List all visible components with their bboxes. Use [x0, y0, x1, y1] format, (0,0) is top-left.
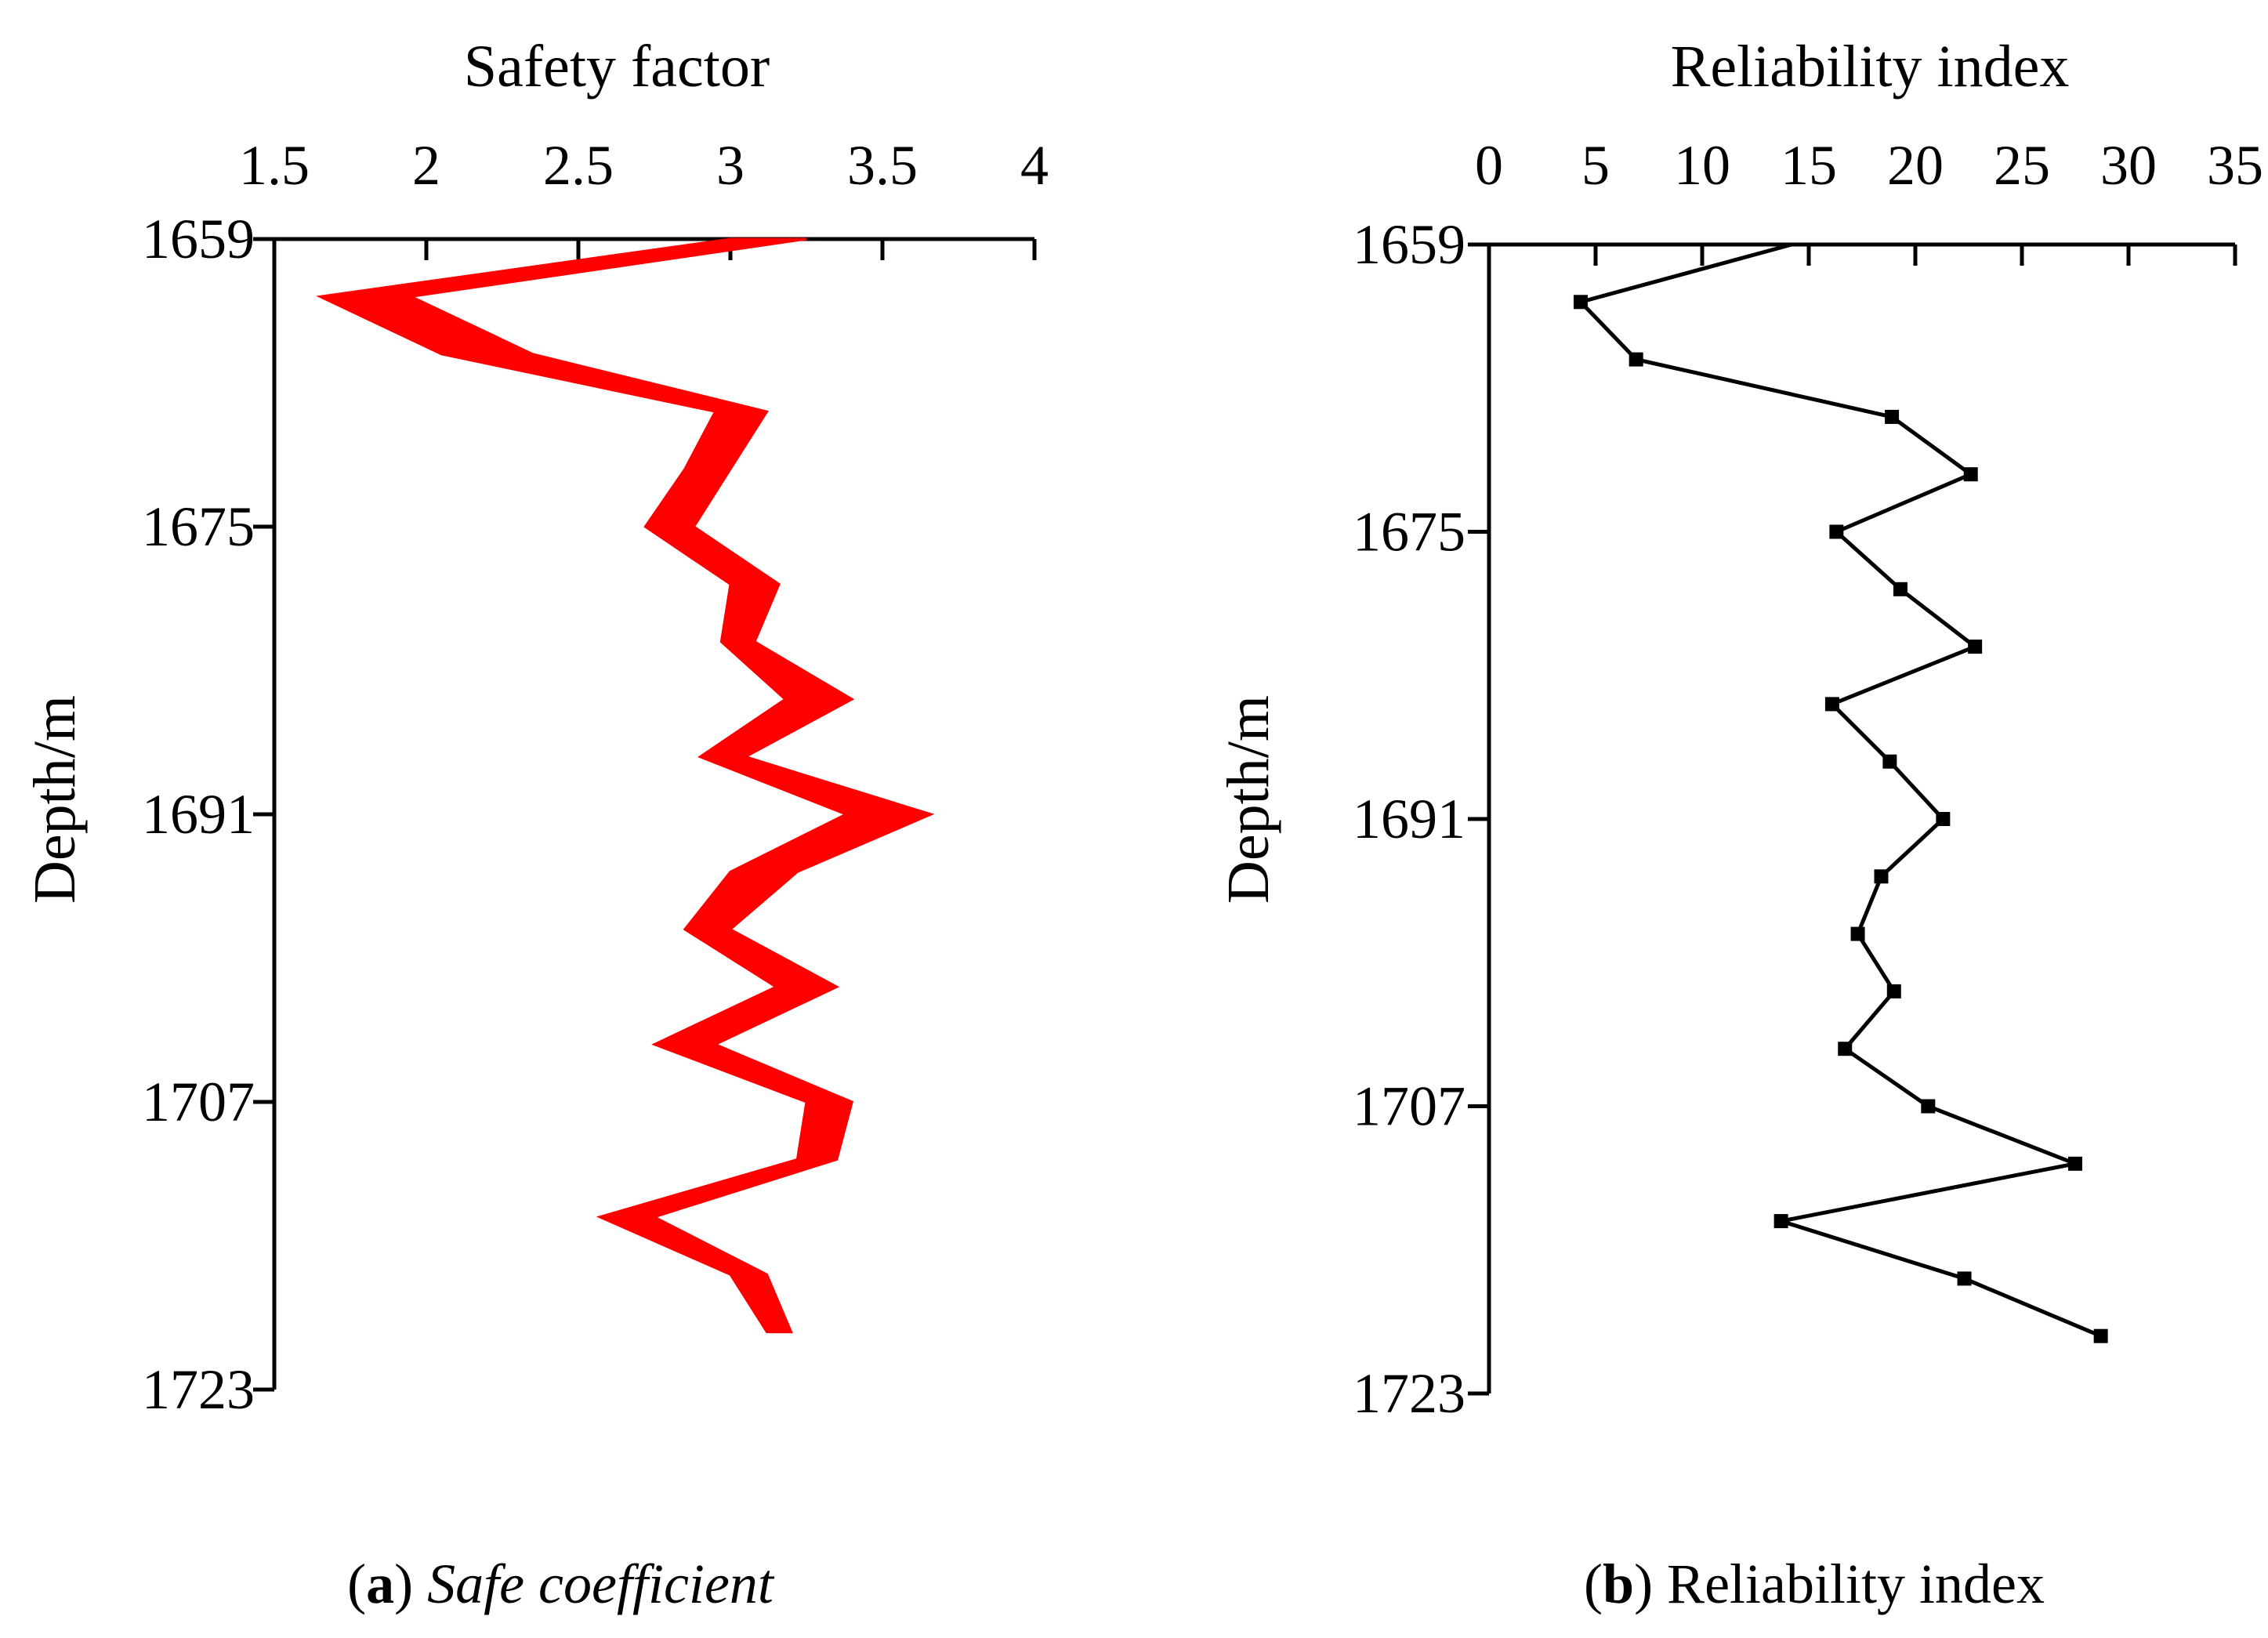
panel-b-reliability-index-chart: Reliability index 0 5 10 15 20 25 30 35 1659 1675 1… [1216, 34, 2263, 1615]
caption-label: a [366, 1553, 394, 1615]
x-tick-label-15: 15 [1781, 134, 1837, 197]
data-point-1687.8 [1882, 754, 1897, 769]
x-tick-label-4: 4 [1020, 134, 1049, 197]
y-tick-label-1659: 1659 [142, 208, 255, 270]
panel-caption: (a) Safe coefficient [347, 1553, 775, 1615]
panel-a-safety-factor-chart: Safety factor 1.5 2 2.5 3 3.5 4 1659 1675 1691 170… [22, 34, 1049, 1615]
caption-text: Safe coefficient [427, 1553, 775, 1615]
data-point-1713.4 [1773, 1214, 1788, 1229]
y-tick-label-1707: 1707 [142, 1071, 255, 1133]
chart-title: Safety factor [464, 34, 770, 100]
y-axis-label: Depth/m [1216, 695, 1281, 904]
y-tick-label-1675: 1675 [1353, 501, 1466, 564]
x-tick-label-25: 25 [1994, 134, 2050, 197]
data-point-1707 [1921, 1099, 1936, 1114]
data-point-1684.6 [1824, 697, 1839, 712]
x-tick-label-0: 0 [1475, 134, 1503, 197]
data-point-1665.4 [1629, 352, 1643, 367]
caption-paren-open: ( [1584, 1553, 1603, 1615]
data-point-1675 [1829, 524, 1844, 539]
x-tick-label-10: 10 [1674, 134, 1730, 197]
data-point-1703.8 [1838, 1042, 1853, 1056]
caption-paren-open: ( [347, 1553, 366, 1615]
x-tick-label-1.5: 1.5 [239, 134, 310, 197]
y-tick-label-1675: 1675 [142, 495, 255, 558]
data-point-1700.6 [1886, 984, 1901, 998]
data-point-1662.2 [1573, 295, 1588, 310]
caption-text: Reliability index [1667, 1553, 2045, 1615]
y-tick-label-1723: 1723 [1353, 1362, 1466, 1425]
x-tick-label-5: 5 [1581, 134, 1610, 197]
data-point-1710.2 [2068, 1156, 2082, 1171]
data-point-1694.2 [1874, 869, 1889, 884]
data-point-1681.4 [1968, 640, 1983, 654]
safety-factor-band [316, 237, 935, 1334]
data-point-1671.8 [1963, 467, 1978, 482]
caption-paren-close: ) [1634, 1553, 1667, 1615]
x-tick-label-3: 3 [716, 134, 745, 197]
x-tick-label-30: 30 [2100, 134, 2157, 197]
x-tick-label-20: 20 [1887, 134, 1944, 197]
y-tick-label-1691: 1691 [142, 783, 255, 846]
caption-label: b [1603, 1553, 1634, 1615]
y-tick-label-1723: 1723 [142, 1358, 255, 1421]
data-point-1668.6 [1885, 409, 1900, 424]
y-axis-label: Depth/m [22, 695, 88, 904]
y-tick-label-1691: 1691 [1353, 788, 1466, 850]
x-tick-label-3.5: 3.5 [847, 134, 918, 197]
x-tick-label-2.5: 2.5 [543, 134, 614, 197]
chart-title: Reliability index [1671, 34, 2070, 100]
x-tick-label-35: 35 [2207, 134, 2263, 197]
panel-caption: (b) Reliability index [1584, 1553, 2045, 1615]
data-point-1716.6 [1957, 1271, 1972, 1286]
caption-paren-close: ) [394, 1553, 427, 1615]
x-tick-label-2: 2 [412, 134, 440, 197]
data-point-1678.2 [1893, 582, 1908, 596]
reliability-line [1577, 242, 2102, 1339]
data-point-1697.4 [1850, 926, 1865, 941]
y-tick-label-1659: 1659 [1353, 213, 1466, 276]
data-point-1691 [1936, 812, 1951, 826]
y-tick-label-1707: 1707 [1353, 1075, 1466, 1138]
data-point-1719.8 [2093, 1328, 2108, 1343]
